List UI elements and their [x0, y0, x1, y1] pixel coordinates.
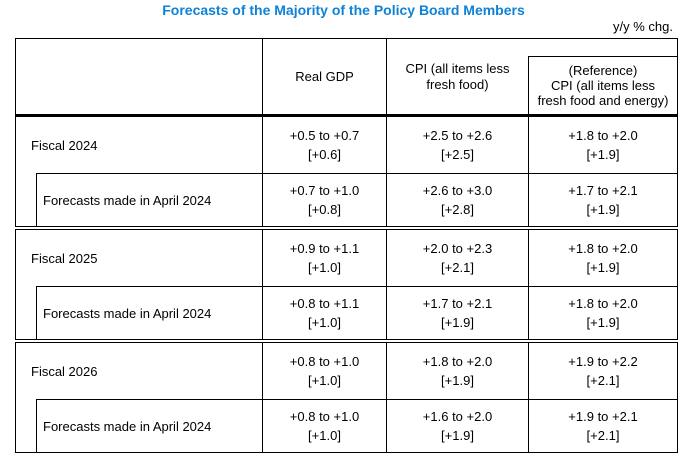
header-cell-empty: [16, 39, 262, 114]
row-label: Fiscal 2025: [31, 250, 98, 266]
cell-cpi-reference: +1.9 to +2.1 [+2.1]: [528, 400, 677, 452]
unit-note: y/y % chg.: [613, 19, 673, 34]
header-cell-real-gdp: Real GDP: [262, 39, 386, 114]
group-fiscal-2024: Fiscal 2024 +0.5 to +0.7 [+0.6] +2.5 to …: [15, 116, 678, 227]
table-subrow: Forecasts made in April 2024 +0.8 to +1.…: [16, 399, 677, 452]
page-title: Forecasts of the Majority of the Policy …: [162, 2, 525, 18]
cell-real-gdp: +0.7 to +1.0 [+0.8]: [262, 174, 386, 226]
nested-forecast-box: Forecasts made in April 2024 +0.8 to +1.…: [36, 286, 677, 339]
nested-forecast-box: Forecasts made in April 2024 +0.7 to +1.…: [36, 173, 677, 226]
indent-spacer: [16, 286, 36, 339]
cell-cpi: +1.8 to +2.0 [+1.9]: [386, 343, 528, 399]
indent-spacer: [16, 399, 36, 452]
table-row: Fiscal 2024 +0.5 to +0.7 [+0.6] +2.5 to …: [16, 117, 677, 173]
table-row: Fiscal 2026 +0.8 to +1.0 [+1.0] +1.8 to …: [16, 343, 677, 399]
cell-cpi: +1.6 to +2.0 [+1.9]: [386, 400, 528, 452]
reference-header-box: (Reference) CPI (all items less fresh fo…: [528, 56, 677, 114]
table-header-row: Real GDP CPI (all items less fresh food)…: [15, 38, 678, 116]
cell-cpi-reference: +1.7 to +2.1 [+1.9]: [528, 174, 677, 226]
header-cell-reference: (Reference) CPI (all items less fresh fo…: [528, 39, 677, 114]
cell-real-gdp: +0.8 to +1.0 [+1.0]: [262, 343, 386, 399]
table-subrow: Forecasts made in April 2024 +0.7 to +1.…: [16, 173, 677, 226]
cell-cpi: +1.7 to +2.1 [+1.9]: [386, 287, 528, 339]
row-label: Fiscal 2026: [31, 363, 98, 379]
cell-cpi-reference: +1.9 to +2.2 [+2.1]: [528, 343, 677, 399]
nested-forecast-box: Forecasts made in April 2024 +0.8 to +1.…: [36, 399, 677, 452]
cell-real-gdp: +0.8 to +1.0 [+1.0]: [262, 400, 386, 452]
subrow-label: Forecasts made in April 2024: [43, 418, 212, 434]
cell-cpi-reference: +1.8 to +2.0 [+1.9]: [528, 230, 677, 286]
group-fiscal-2025: Fiscal 2025 +0.9 to +1.1 [+1.0] +2.0 to …: [15, 229, 678, 340]
header-cell-cpi: CPI (all items less fresh food): [386, 39, 528, 114]
cell-cpi: +2.6 to +3.0 [+2.8]: [386, 174, 528, 226]
row-label: Fiscal 2024: [31, 137, 98, 153]
indent-spacer: [16, 173, 36, 226]
cell-real-gdp: +0.8 to +1.1 [+1.0]: [262, 287, 386, 339]
cell-cpi: +2.0 to +2.3 [+2.1]: [386, 230, 528, 286]
cell-cpi-reference: +1.8 to +2.0 [+1.9]: [528, 117, 677, 173]
cell-cpi: +2.5 to +2.6 [+2.5]: [386, 117, 528, 173]
forecast-table: Real GDP CPI (all items less fresh food)…: [15, 38, 678, 453]
cell-cpi-reference: +1.8 to +2.0 [+1.9]: [528, 287, 677, 339]
subrow-label: Forecasts made in April 2024: [43, 305, 212, 321]
cell-real-gdp: +0.5 to +0.7 [+0.6]: [262, 117, 386, 173]
subrow-label: Forecasts made in April 2024: [43, 192, 212, 208]
group-fiscal-2026: Fiscal 2026 +0.8 to +1.0 [+1.0] +1.8 to …: [15, 342, 678, 453]
table-subrow: Forecasts made in April 2024 +0.8 to +1.…: [16, 286, 677, 339]
cell-real-gdp: +0.9 to +1.1 [+1.0]: [262, 230, 386, 286]
table-row: Fiscal 2025 +0.9 to +1.1 [+1.0] +2.0 to …: [16, 230, 677, 286]
